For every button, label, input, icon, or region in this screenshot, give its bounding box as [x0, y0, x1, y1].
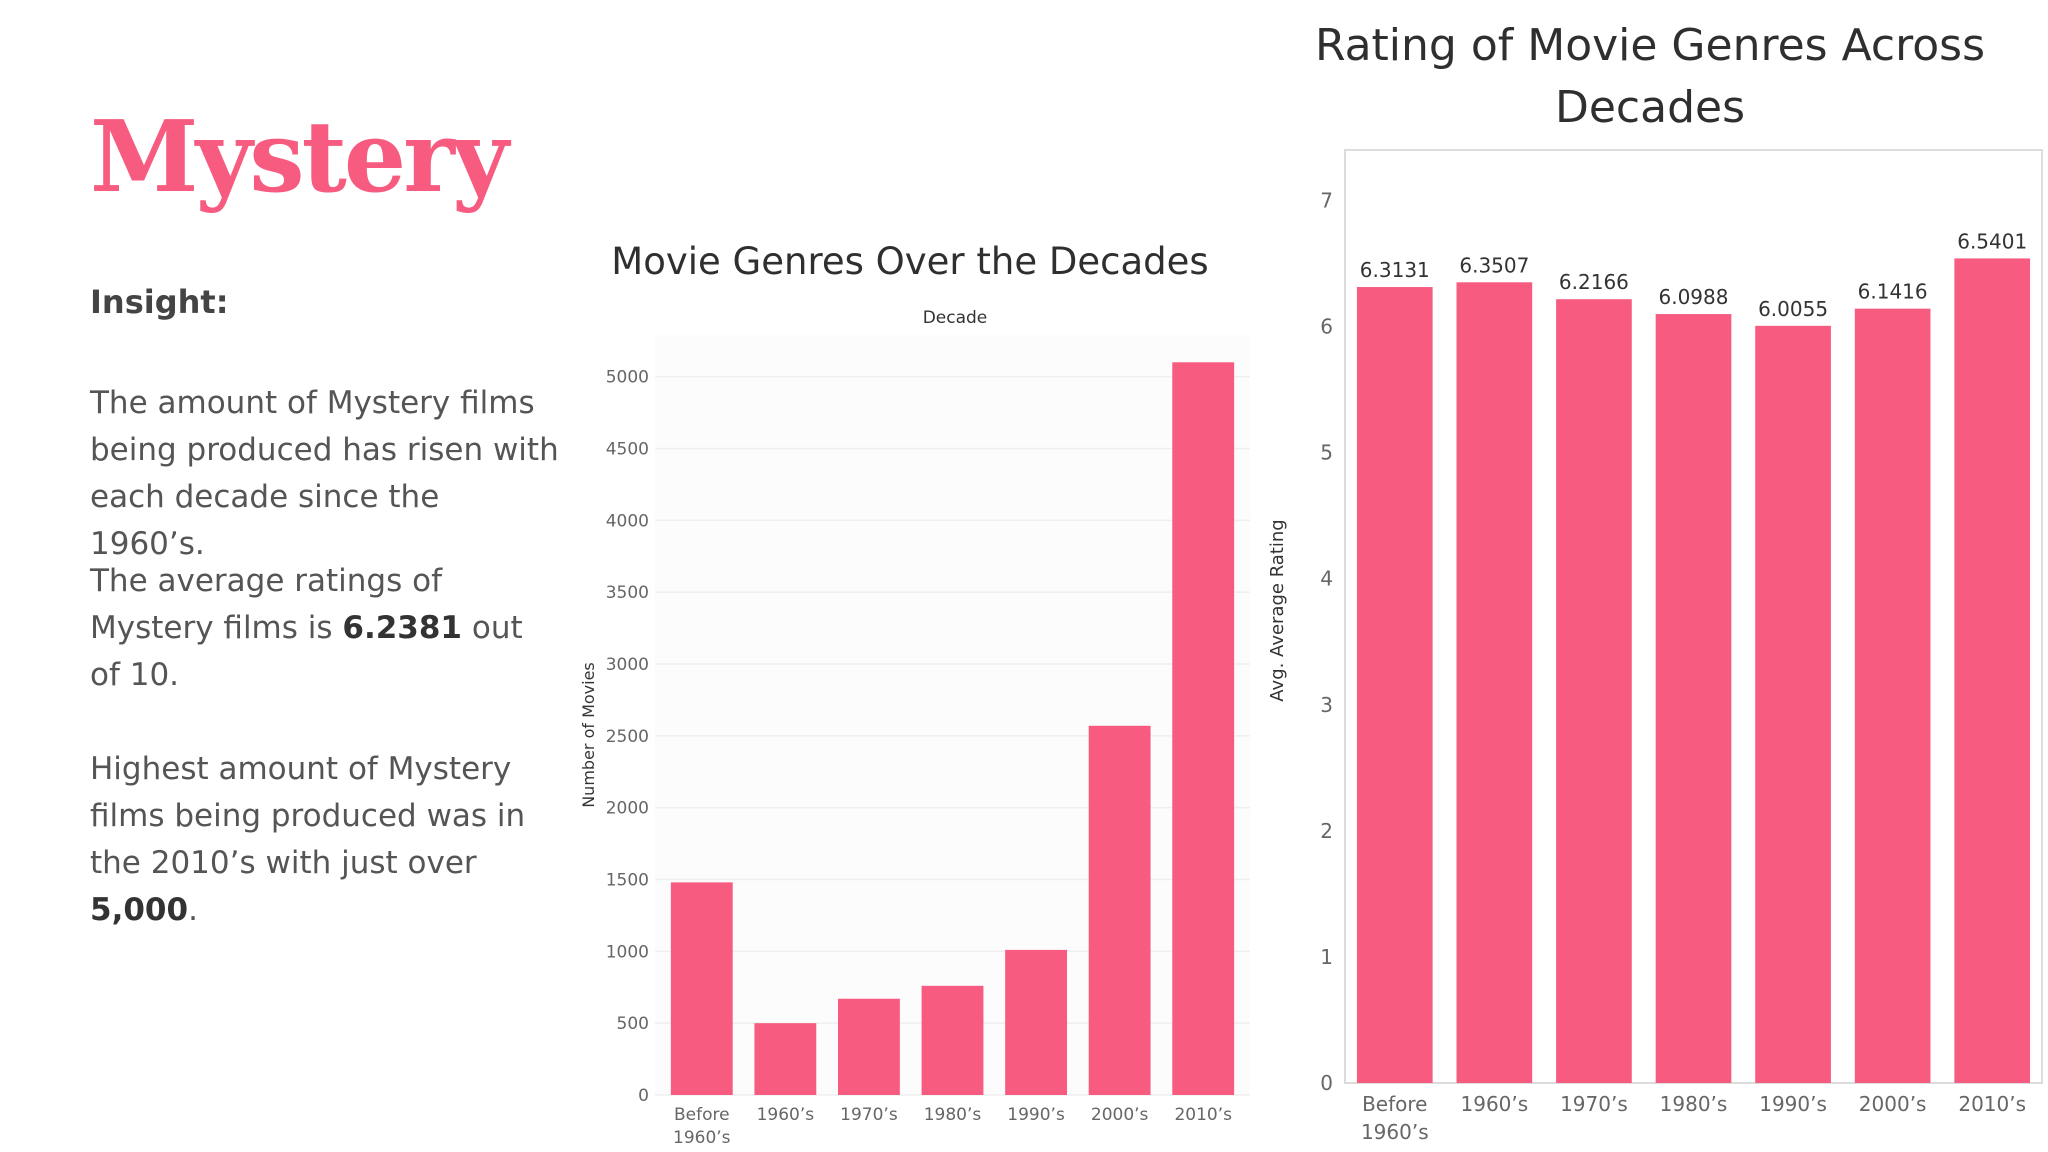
chart2-x-tick-label: 1960’s [1361, 1120, 1429, 1144]
chart1-y-tick-label: 3000 [606, 655, 649, 675]
chart2-x-tick-label: 2010’s [1958, 1092, 2026, 1116]
chart1-y-tick-label: 1500 [606, 870, 649, 890]
insight-paragraph-1: The amount of Mystery films being produc… [90, 385, 559, 562]
chart2-bar [1655, 314, 1732, 1083]
chart1-y-tick-label: 3500 [606, 583, 649, 603]
chart1-bar [1172, 362, 1235, 1096]
chart1-y-tick-label: 4000 [606, 511, 649, 531]
chart2-y-tick-label: 7 [1320, 188, 1333, 212]
chart2-data-label: 6.1416 [1858, 280, 1928, 304]
chart1-bar [838, 998, 900, 1095]
chart1-x-tick-label: 2000’s [1091, 1105, 1149, 1125]
chart1-x-tick-label: 2010’s [1174, 1105, 1232, 1125]
chart1-y-tick-label: 500 [617, 1014, 649, 1034]
chart1-y-tick-label: 0 [638, 1086, 649, 1106]
chart1-bar [754, 1023, 817, 1095]
chart1-x-tick-label: 1970’s [840, 1105, 898, 1125]
chart1-plot-area [655, 335, 1250, 1095]
chart2-bar [1556, 299, 1632, 1083]
chart2-data-label: 6.0988 [1659, 285, 1729, 309]
chart2-bar [1954, 258, 2031, 1083]
chart2-bar [1854, 308, 1931, 1084]
chart2-y-tick-label: 2 [1320, 819, 1333, 843]
chart2-x-tick-label: 1980’s [1660, 1092, 1728, 1116]
chart2-x-tick-label: 1990’s [1759, 1092, 1827, 1116]
slide-title: Mystery [90, 100, 509, 215]
chart1-x-tick-label: 1980’s [924, 1105, 982, 1125]
chart1-bar [921, 985, 984, 1095]
p2-text-a: The average ratings of Mystery films is [90, 563, 442, 646]
chart1-x-axis-title: Decade [923, 308, 988, 328]
p3-text-a: Highest amount of Mystery films being pr… [90, 751, 526, 881]
chart1-title: Movie Genres Over the Decades [611, 240, 1209, 283]
chart1-bar [1005, 949, 1067, 1095]
chart1-y-tick-label: 4500 [606, 439, 649, 459]
chart2-data-label: 6.5401 [1957, 229, 2027, 253]
chart1-bar [670, 882, 733, 1095]
chart1-y-tick-label: 5000 [606, 368, 649, 388]
chart1-x-tick-label: 1960’s [757, 1105, 815, 1125]
p3-text-c: . [188, 892, 198, 928]
insight-paragraph-2: The average ratings of Mystery films is … [90, 558, 560, 699]
chart2-y-tick-label: 1 [1320, 945, 1333, 969]
chart1-y-tick-label: 2000 [606, 799, 649, 819]
chart2-data-label: 6.0055 [1758, 297, 1828, 321]
chart2-x-tick-label: Before [1362, 1092, 1427, 1116]
insight-paragraph-3: Highest amount of Mystery films being pr… [90, 746, 560, 934]
p2-text-c: out of 10. [90, 610, 523, 693]
chart1-x-tick-label: 1960’s [673, 1128, 731, 1148]
chart1-bar [1088, 725, 1151, 1095]
chart2-x-tick-label: 1970’s [1560, 1092, 1628, 1116]
chart2-y-tick-label: 0 [1320, 1071, 1333, 1095]
chart2-data-label: 6.3131 [1360, 258, 1430, 282]
chart1-x-tick-label: 1990’s [1007, 1105, 1065, 1125]
chart1-movie-count: 0 500 1000 1500 2000 2500 3000 3500 4000 4500 5000… [579, 308, 1250, 1148]
chart2-y-tick-label: 5 [1320, 441, 1333, 465]
chart2-y-tick-label: 3 [1320, 693, 1333, 717]
chart1-y-axis-title: Number of Movies [579, 662, 598, 808]
chart1-y-tick-label: 2500 [606, 727, 649, 747]
chart2-data-label: 6.2166 [1559, 270, 1629, 294]
insight-label: Insight: [90, 283, 229, 321]
chart2-x-tick-label: 1960’s [1461, 1092, 1529, 1116]
chart2-bar [1755, 325, 1831, 1083]
chart2-bar [1356, 287, 1433, 1083]
chart2-title: Rating of Movie Genres Across Decades [1314, 20, 1985, 133]
chart2-data-label: 6.3507 [1459, 253, 1529, 277]
chart2-y-axis-title: Avg. Average Rating [1267, 519, 1288, 701]
peak-count-value: 5,000 [90, 892, 189, 928]
average-rating-value: 6.2381 [342, 610, 463, 646]
chart2-x-tick-label: 2000’s [1859, 1092, 1927, 1116]
chart2-y-tick-label: 4 [1320, 567, 1333, 591]
chart2-y-tick-label: 6 [1320, 315, 1333, 339]
chart1-y-tick-label: 1000 [606, 942, 649, 962]
chart1-x-tick-label: Before [674, 1105, 730, 1125]
chart2-bar [1456, 282, 1533, 1083]
